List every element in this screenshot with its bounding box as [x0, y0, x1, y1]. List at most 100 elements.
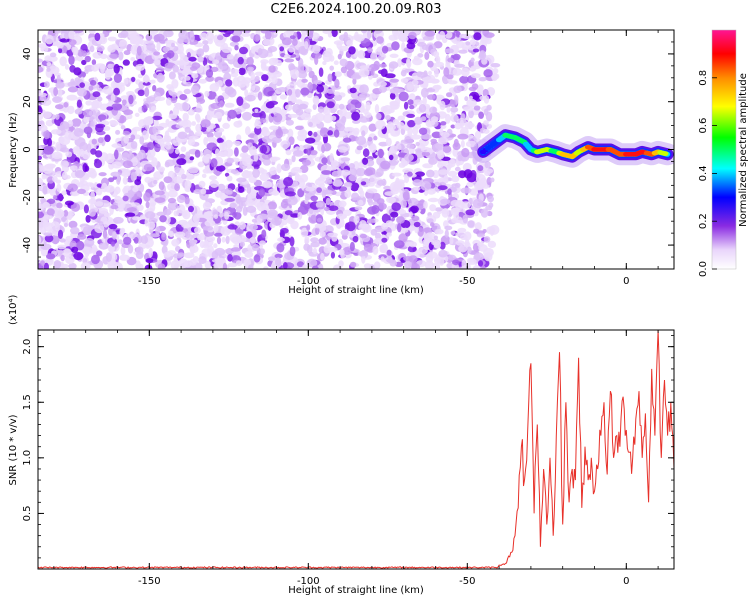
noise-blob [397, 223, 402, 233]
noise-blob [67, 183, 78, 192]
noise-blob [164, 161, 170, 168]
noise-blob [39, 95, 47, 102]
noise-blob [290, 168, 299, 174]
noise-blob [368, 93, 377, 102]
noise-blob [173, 210, 179, 217]
noise-blob [474, 222, 482, 231]
noise-blob [423, 200, 428, 209]
noise-blob [381, 230, 387, 235]
noise-blob [220, 226, 231, 236]
noise-blob [46, 208, 55, 216]
noise-blob [349, 87, 357, 94]
noise-blob [330, 251, 335, 259]
noise-blob [259, 173, 270, 182]
noise-blob [457, 154, 463, 162]
noise-blob [284, 104, 293, 111]
noise-blob [40, 243, 52, 250]
noise-blob [96, 188, 103, 196]
noise-blob [369, 174, 377, 185]
noise-blob [177, 131, 188, 140]
noise-blob [366, 198, 373, 204]
noise-blob [91, 59, 97, 66]
noise-blob [51, 234, 60, 245]
noise-blob [52, 96, 63, 103]
noise-blob [92, 51, 103, 59]
noise-blob [282, 144, 289, 149]
noise-blob [287, 196, 298, 206]
x-tick-label: -100 [297, 276, 320, 287]
noise-blob [364, 112, 372, 118]
noise-blob [198, 256, 207, 264]
noise-blob [448, 254, 456, 261]
noise-blob [110, 204, 119, 210]
noise-blob [318, 237, 327, 245]
noise-blob [206, 142, 217, 151]
noise-blob [264, 30, 272, 40]
noise-blob [117, 32, 125, 39]
noise-blob [129, 202, 141, 207]
noise-blob [476, 184, 481, 191]
noise-blob [262, 39, 272, 46]
noise-blob [143, 192, 151, 202]
noise-blob [464, 238, 470, 248]
noise-blob [126, 207, 137, 212]
noise-blob [284, 58, 295, 63]
noise-blob [328, 205, 339, 211]
noise-blob [388, 61, 399, 69]
noise-blob [378, 85, 387, 93]
noise-blob [214, 261, 220, 269]
noise-blob [271, 136, 282, 144]
noise-blob [196, 114, 201, 123]
noise-blob [420, 133, 432, 140]
noise-blob [239, 46, 248, 55]
noise-blob [351, 192, 360, 201]
noise-blob [414, 116, 423, 125]
noise-blob [83, 204, 89, 214]
noise-blob [469, 188, 480, 196]
noise-blob [334, 177, 342, 185]
noise-blob [261, 126, 269, 134]
noise-blob [174, 183, 181, 192]
noise-blob [73, 127, 84, 137]
noise-blob [38, 211, 45, 219]
noise-blob [338, 200, 347, 208]
noise-blob [183, 88, 191, 95]
x-tick-label: 0 [623, 276, 629, 287]
noise-blob [130, 44, 138, 55]
noise-blob [157, 166, 165, 172]
noise-blob [354, 34, 365, 42]
noise-blob [64, 131, 74, 140]
noise-blob [123, 78, 129, 85]
noise-blob [323, 206, 330, 212]
noise-blob [308, 208, 314, 215]
noise-blob [189, 245, 199, 253]
noise-blob [59, 238, 66, 243]
noise-blob [390, 211, 399, 218]
noise-blob [202, 40, 209, 45]
noise-blob [55, 141, 61, 152]
noise-blob [231, 35, 241, 43]
noise-blob [214, 232, 223, 237]
noise-blob [204, 90, 210, 97]
noise-blob [441, 209, 448, 215]
noise-blob [472, 48, 480, 53]
noise-blob [187, 109, 195, 116]
noise-blob [454, 182, 461, 188]
noise-blob [62, 248, 72, 258]
noise-blob [198, 78, 208, 84]
noise-blob [470, 57, 475, 63]
noise-blob [139, 136, 145, 145]
noise-blob [463, 169, 473, 179]
snr-x-axis-label: Height of straight line (km) [288, 585, 424, 596]
noise-blob [358, 223, 369, 229]
noise-blob [294, 88, 301, 98]
noise-blob [235, 260, 243, 266]
snr-y-axis-label: SNR (10 * v/v) [8, 414, 19, 485]
noise-blob [338, 108, 348, 117]
noise-blob [475, 173, 486, 184]
y-tick-label: 0.5 [22, 505, 33, 521]
noise-blob [333, 129, 340, 138]
noise-blob [198, 232, 205, 241]
noise-blob [279, 94, 287, 100]
noise-blob [313, 131, 318, 138]
